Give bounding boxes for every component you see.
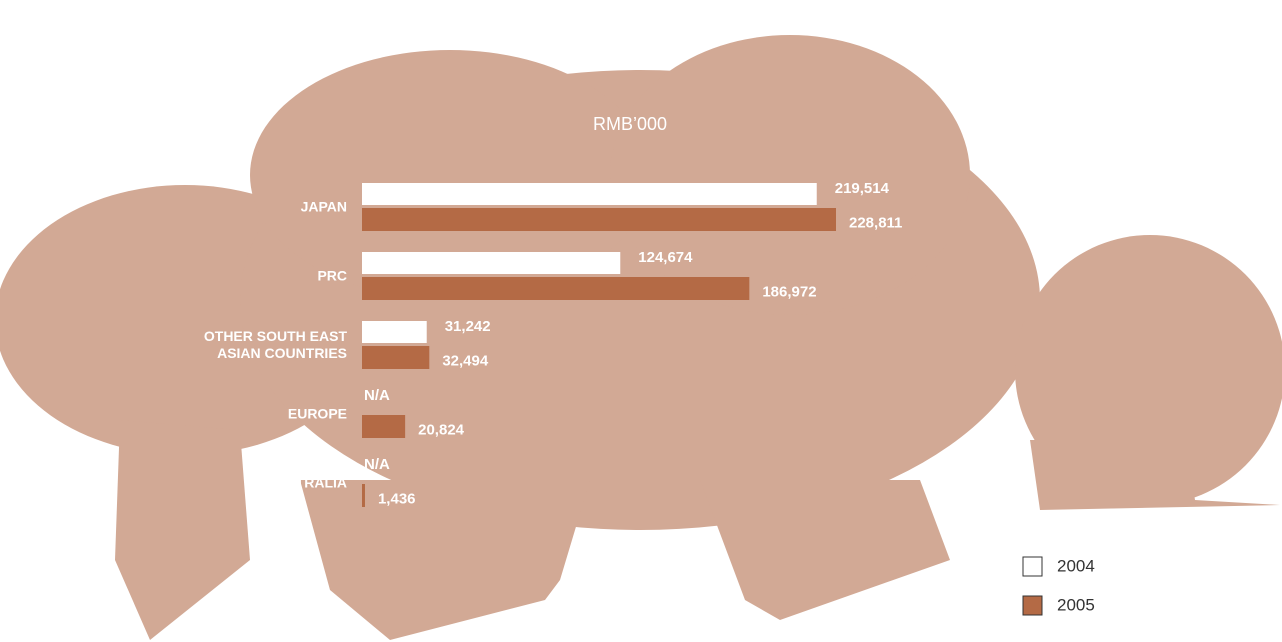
bar — [362, 415, 405, 438]
legend-swatch — [1023, 557, 1042, 576]
legend-swatch — [1023, 596, 1042, 615]
value-label: 186,972 — [762, 283, 816, 300]
category-label: EUROPE — [288, 406, 347, 423]
value-label: 31,242 — [445, 318, 491, 335]
category-label: AUSTRALIA — [266, 475, 347, 492]
chart-title: RMB’000 — [593, 114, 667, 134]
value-label: 124,674 — [638, 249, 693, 266]
value-label: 20,824 — [418, 421, 465, 438]
category-label: JAPAN — [301, 199, 347, 216]
value-label: N/A — [364, 456, 390, 473]
value-label: N/A — [364, 387, 390, 404]
category-label: OTHER SOUTH EAST ASIAN COUNTRIES — [204, 328, 347, 362]
chart: RMB’000 219,514 228,811 124,674 186,972 31,2… — [0, 0, 1282, 642]
bar — [362, 321, 427, 343]
bar — [362, 346, 429, 369]
bar — [362, 484, 365, 507]
legend-label: 2005 — [1057, 595, 1095, 614]
bar — [362, 183, 817, 205]
value-label: 32,494 — [442, 352, 489, 369]
bar — [362, 277, 749, 300]
value-label: 219,514 — [835, 180, 890, 197]
category-label: PRC — [317, 268, 347, 285]
bar — [362, 208, 836, 231]
value-label: 1,436 — [378, 490, 416, 507]
page: RMB’000 219,514 228,811 124,674 186,972 31,2… — [0, 0, 1282, 642]
value-label: 228,811 — [849, 214, 902, 231]
bar — [362, 252, 620, 274]
legend-label: 2004 — [1057, 556, 1095, 575]
